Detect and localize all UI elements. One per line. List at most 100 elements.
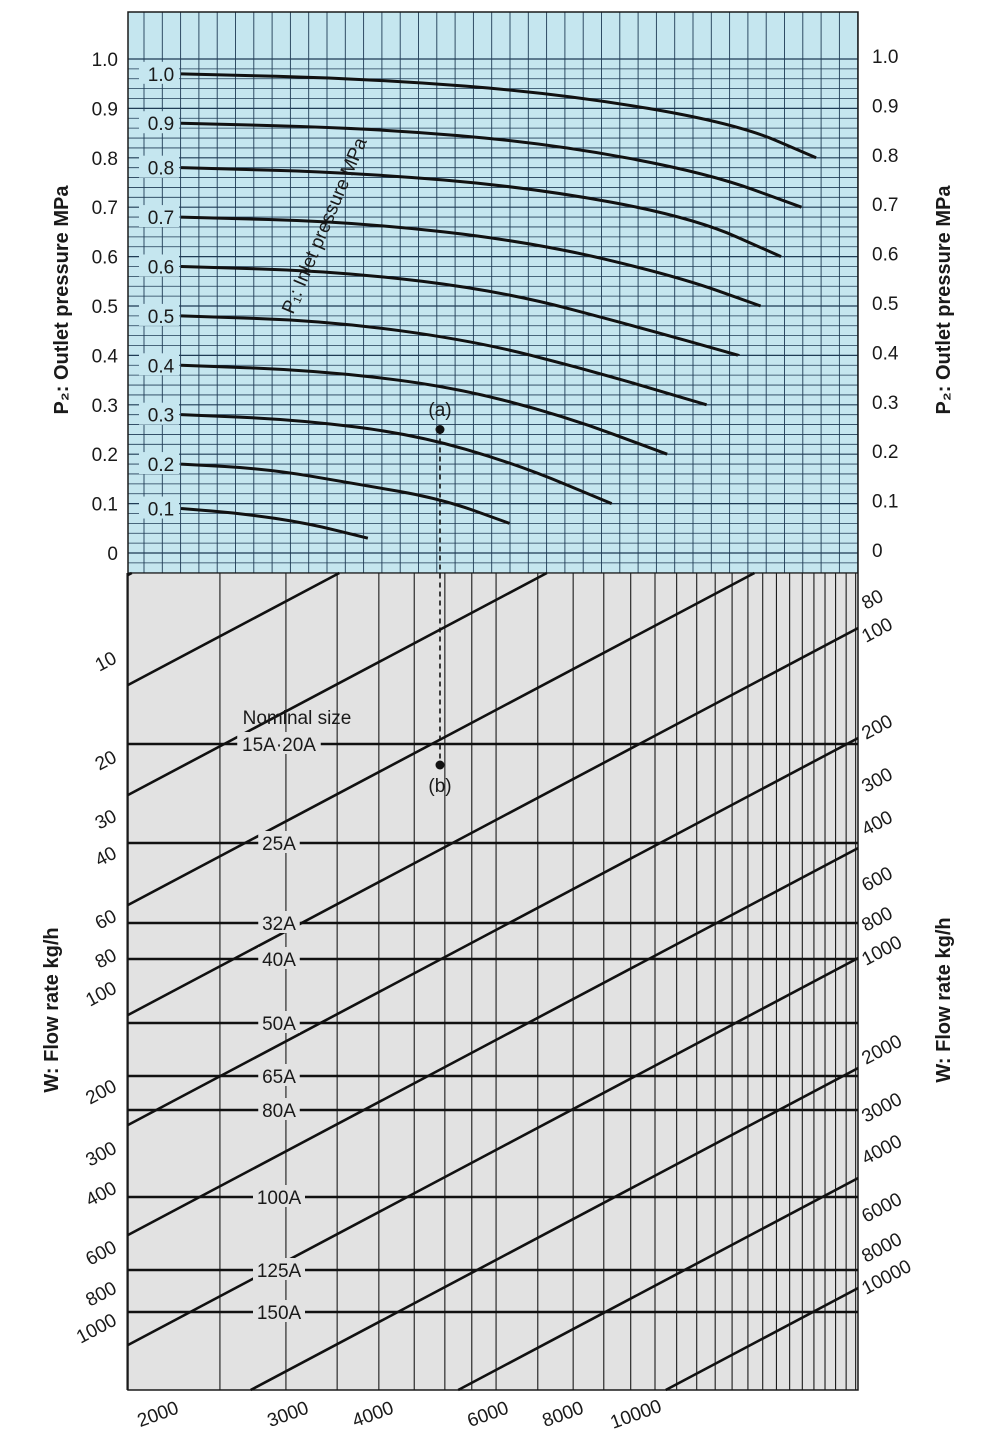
curve-label-bg (139, 303, 179, 326)
flow-tick-left: 200 (82, 1076, 120, 1109)
y-axis-label-left-lower: W: Flow rate kg/h (41, 927, 63, 1092)
flow-tick-left: 400 (82, 1178, 120, 1211)
flow-line (127, 736, 859, 1127)
nominal-size-label-bg (258, 1098, 300, 1120)
nominal-size-label-bg (253, 1185, 305, 1207)
flow-tick-right: 1000 (858, 932, 905, 970)
p2-tick-left: 0.1 (92, 495, 118, 516)
example-point-b-label: (b) (428, 776, 451, 797)
inlet-curve-0.2 (180, 462, 511, 525)
flow-tick-bottom: 2000 (135, 1398, 182, 1432)
nominal-size-label-bg (258, 947, 300, 969)
curve-label-0.8: 0.8 (148, 159, 174, 180)
p2-tick-left: 0.5 (92, 297, 118, 318)
flow-tick-right: 600 (858, 863, 896, 896)
flow-tick-left: 30 (92, 806, 121, 834)
flow-tick-bottom: 3000 (265, 1398, 312, 1432)
p2-tick-left: 0 (107, 544, 118, 565)
curve-label-bg (139, 402, 179, 425)
flow-diagonal-lines (127, 571, 859, 1392)
example-point-a (435, 425, 445, 434)
flow-tick-left: 40 (92, 843, 121, 871)
nominal-size-label-bg (237, 732, 321, 754)
curve-label-bg (139, 496, 179, 519)
p2-tick-right: 0.9 (872, 96, 898, 117)
p2-tick-left: 0.3 (92, 396, 118, 417)
nominal-size-label: 25A (262, 834, 296, 855)
curve-label-bg (139, 353, 179, 376)
curve-label-bg (139, 155, 179, 178)
inlet-curve-0.9 (180, 121, 803, 209)
p2-tick-right: 1.0 (872, 47, 898, 68)
p2-tick-left: 0.6 (92, 248, 118, 269)
nominal-size-label-bg (258, 831, 300, 853)
p2-tick-left: 0.4 (92, 346, 119, 367)
flow-tick-left: 800 (82, 1278, 120, 1311)
flow-tick-right: 300 (858, 764, 896, 797)
flow-line (127, 571, 340, 687)
p2-tick-right: 0.5 (872, 294, 898, 315)
flow-tick-left: 100 (82, 978, 120, 1011)
inlet-curve-0.8 (180, 166, 782, 258)
flow-line (127, 846, 859, 1237)
flow-tick-bottom: 10000 (608, 1396, 665, 1434)
p2-tick-left: 0.8 (92, 149, 118, 170)
curve-label-1.0: 1.0 (148, 65, 174, 86)
flow-line (127, 571, 548, 797)
nominal-size-label-bg (258, 1011, 300, 1033)
nominal-size-label: 100A (257, 1188, 302, 1209)
curve-label-0.9: 0.9 (148, 114, 174, 135)
nominal-size-title: Nominal size (243, 708, 352, 729)
curve-label-0.2: 0.2 (148, 455, 174, 476)
flow-tick-left: 60 (92, 906, 121, 934)
flow-tick-bottom: 6000 (465, 1398, 512, 1432)
nominal-size-label: 150A (257, 1303, 302, 1324)
nominal-size-label: 80A (262, 1101, 296, 1122)
curve-label-0.5: 0.5 (148, 307, 174, 328)
chart-grid (126, 11, 859, 1391)
flow-tick-right: 3000 (858, 1089, 905, 1127)
p2-tick-right: 0.4 (872, 343, 899, 364)
y-axis-label-right-lower: W: Flow rate kg/h (933, 917, 955, 1082)
p2-tick-left: 0.7 (92, 198, 118, 219)
curve-label-0.7: 0.7 (148, 208, 174, 229)
flow-tick-left: 10 (92, 648, 121, 676)
inlet-curve-0.7 (180, 215, 762, 308)
flow-tick-right: 200 (858, 711, 896, 744)
nominal-size-label: 50A (262, 1014, 296, 1035)
flow-tick-right: 80 (858, 586, 887, 614)
inlet-curve-1.0 (180, 72, 817, 160)
curve-label-0.6: 0.6 (148, 257, 174, 278)
p2-tick-left: 1.0 (92, 50, 118, 71)
flow-line (665, 1286, 859, 1392)
p2-tick-right: 0 (872, 541, 883, 562)
flow-tick-right: 6000 (858, 1189, 905, 1227)
nominal-size-label-bg (253, 1300, 305, 1322)
flow-line (127, 571, 133, 577)
nominal-size-label-bg (258, 1064, 300, 1086)
flow-tick-bottom: 4000 (350, 1398, 397, 1432)
flow-tick-bottom: 8000 (540, 1398, 587, 1432)
lower-panel-bg (128, 573, 858, 1390)
flow-tick-left: 20 (92, 747, 121, 775)
curve-label-bg (139, 61, 179, 84)
inlet-curve-0.3 (180, 413, 613, 505)
inlet-pressure-curves (139, 61, 817, 770)
flow-tick-left: 600 (82, 1237, 120, 1270)
chart-panels (128, 12, 858, 1390)
curve-label-bg (139, 205, 179, 228)
nominal-size-label-bg (258, 911, 300, 933)
inlet-curve-0.4 (180, 363, 668, 456)
nominal-size-label: 125A (257, 1261, 302, 1282)
nominal-size-label: 32A (262, 914, 296, 935)
p2-tick-right: 0.8 (872, 146, 898, 167)
flow-tick-right: 400 (858, 807, 896, 840)
curve-label-0.4: 0.4 (148, 356, 175, 377)
p2-tick-right: 0.1 (872, 492, 898, 513)
p2-tick-left: 0.2 (92, 445, 118, 466)
nominal-size-lines (128, 732, 858, 1322)
p2-tick-right: 0.2 (872, 442, 898, 463)
p2-tick-right: 0.7 (872, 195, 898, 216)
example-point-a-label: (a) (428, 400, 451, 421)
